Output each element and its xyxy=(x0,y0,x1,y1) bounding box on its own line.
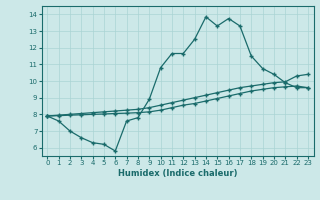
X-axis label: Humidex (Indice chaleur): Humidex (Indice chaleur) xyxy=(118,169,237,178)
